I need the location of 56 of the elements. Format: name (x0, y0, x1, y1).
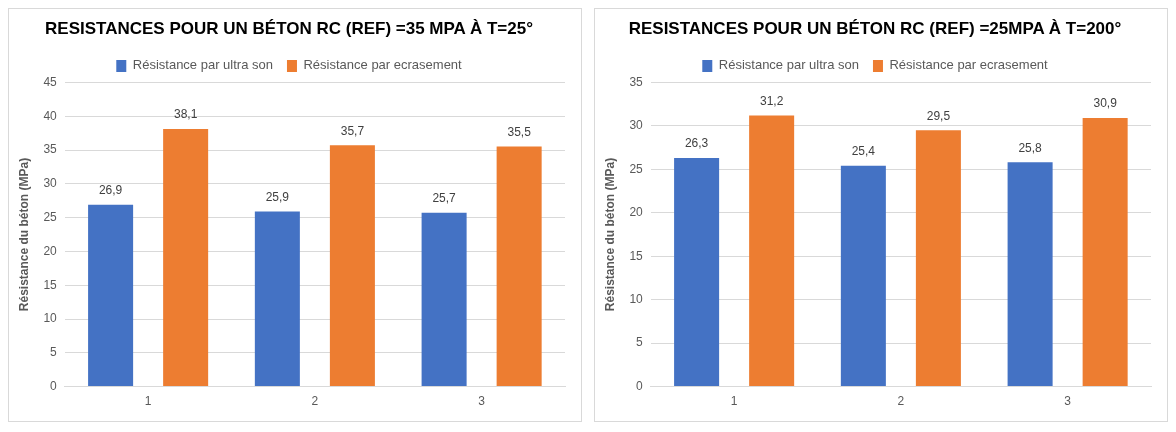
y-tick-label: 15 (629, 248, 644, 263)
y-tick-label: 45 (43, 74, 58, 89)
y-tick-label: 30 (629, 118, 644, 133)
x-tick-label: 2 (311, 394, 319, 409)
y-tick-label: 5 (636, 335, 644, 350)
data-label: 35,5 (507, 124, 532, 139)
data-label: 25,8 (1018, 140, 1043, 155)
bar (329, 145, 375, 387)
data-label: 31,2 (759, 93, 784, 108)
y-tick-label: 20 (43, 243, 58, 258)
bar (674, 158, 720, 387)
y-axis-title: Résistance du béton (MPa) (16, 157, 31, 312)
data-label: 30,9 (1093, 96, 1118, 111)
y-tick-label: 10 (629, 292, 644, 306)
y-tick-label: 35 (43, 142, 58, 157)
data-label: 25,4 (851, 144, 876, 159)
legend-label: Résistance par ultra son (718, 57, 859, 73)
x-tick-label: 1 (730, 394, 738, 409)
bar (1007, 162, 1053, 387)
chart-title: RESISTANCES POUR UN BÉTON RC (REF) =25MPA À T=200° (628, 18, 1122, 38)
y-tick-label: 25 (43, 209, 58, 224)
y-tick-label: 0 (636, 378, 644, 393)
bar (88, 204, 134, 387)
y-axis-title: Résistance du béton (MPa) (602, 157, 617, 312)
x-tick-label: 3 (478, 394, 486, 409)
x-tick-label: 2 (897, 394, 905, 409)
legend-label: Résistance par ecrasement (889, 57, 1049, 73)
bar (421, 212, 467, 387)
x-tick-label: 3 (1064, 394, 1072, 409)
bar (163, 129, 209, 387)
bar (496, 146, 542, 387)
y-tick-label: 30 (43, 176, 58, 191)
y-tick-label: 5 (50, 345, 58, 360)
y-tick-label: 10 (43, 311, 58, 326)
data-label: 26,3 (684, 136, 709, 151)
bar (1082, 118, 1128, 387)
bar (840, 165, 886, 387)
legend-label: Résistance par ecrasement (303, 57, 463, 73)
y-tick-label: 35 (629, 74, 644, 89)
data-label: 38,1 (173, 107, 198, 122)
chart-title: RESISTANCES POUR UN BÉTON RC (REF) =35 MPA À T=25° (45, 18, 534, 38)
bar (749, 115, 795, 387)
data-label: 35,7 (340, 123, 365, 138)
x-tick-label: 1 (144, 394, 152, 409)
data-label: 29,5 (926, 108, 951, 123)
y-tick-label: 0 (50, 378, 58, 393)
bar (915, 130, 961, 387)
y-tick-label: 15 (43, 277, 58, 292)
y-tick-label: 25 (629, 161, 644, 176)
bar (254, 211, 300, 387)
y-tick-label: 40 (43, 108, 58, 123)
data-label: 25,9 (265, 189, 290, 204)
y-tick-label: 20 (629, 205, 644, 220)
legend-label: Résistance par ultra son (132, 57, 273, 73)
data-label: 25,7 (432, 191, 457, 206)
data-label: 26,9 (98, 183, 123, 198)
